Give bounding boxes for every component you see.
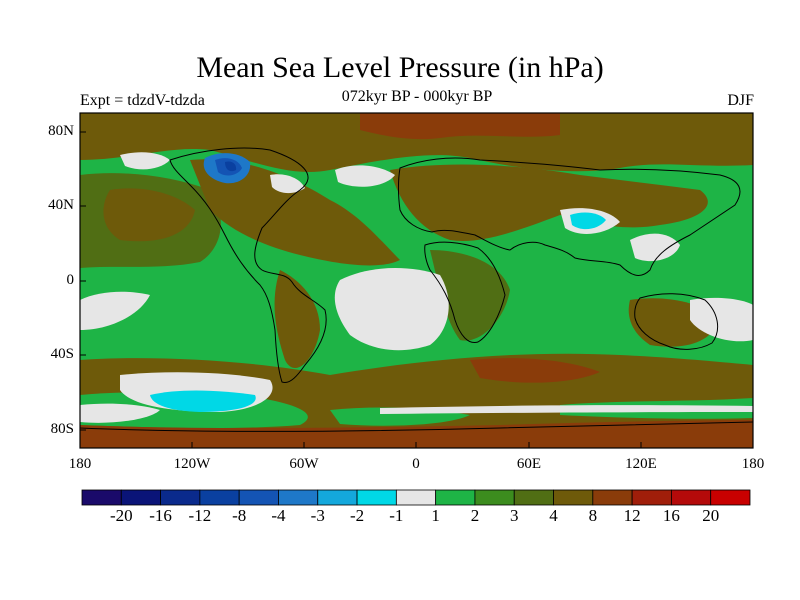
colorbar-label: 20 (702, 506, 720, 525)
colorbar (81, 489, 751, 506)
colorbar-label: -12 (188, 506, 212, 525)
lat-tick-80s: 80S (50, 421, 74, 437)
pressure-field (80, 113, 753, 448)
colorbar-swatch (474, 489, 515, 506)
colorbar-label: -3 (310, 506, 325, 525)
lon-tick-60w: 60W (289, 456, 319, 472)
colorbar-swatch (81, 489, 122, 506)
colorbar-swatch (356, 489, 397, 506)
colorbar-swatch (317, 489, 358, 506)
colorbar-label: 16 (662, 506, 680, 525)
colorbar-label: 2 (470, 506, 480, 525)
colorbar-label: -16 (149, 506, 172, 525)
colorbar-swatch (435, 489, 476, 506)
colorbar-swatch (278, 489, 319, 506)
colorbar-swatch (120, 489, 161, 506)
colorbar-label: -4 (271, 506, 286, 525)
lat-tick-80n: 80N (48, 123, 74, 139)
colorbar-label: -2 (349, 506, 365, 525)
lon-tick-180e: 180 (741, 456, 765, 472)
lat-tick-40n: 40N (48, 197, 74, 213)
lon-tick-60e: 60E (516, 456, 542, 472)
lon-tick-180w: 180 (68, 456, 92, 472)
colorbar-label: 12 (623, 506, 641, 525)
coastlines (80, 147, 753, 432)
colorbar-swatch (160, 489, 201, 506)
colorbar-swatch (710, 489, 751, 506)
lon-tick-120e: 120E (625, 456, 657, 472)
season-label: DJF (727, 92, 754, 109)
lat-tick-0: 0 (66, 272, 75, 288)
colorbar-label: 1 (431, 506, 440, 525)
map-title: Mean Sea Level Pressure (in hPa) (196, 51, 604, 84)
colorbar-label: 3 (509, 506, 519, 525)
experiment-label: Expt = tdzdV-tdzda (80, 92, 205, 109)
colorbar-label: 4 (549, 506, 558, 525)
colorbar-label: 8 (588, 506, 598, 525)
colorbar-swatch (592, 489, 633, 506)
lat-tick-40s: 40S (50, 346, 74, 362)
colorbar-label: -20 (109, 506, 133, 525)
lon-tick-0: 0 (412, 456, 420, 472)
colorbar-swatch (671, 489, 712, 506)
colorbar-label: -1 (389, 506, 404, 525)
colorbar-swatch (553, 489, 594, 506)
colorbar-swatch (199, 489, 240, 506)
colorbar-label: -8 (232, 506, 247, 525)
colorbar-swatch (513, 489, 554, 506)
colorbar-swatch (395, 489, 437, 506)
colorbar-swatch (238, 489, 279, 506)
lon-tick-120w: 120W (173, 456, 211, 472)
colorbar-swatch (631, 489, 672, 506)
time-period-label: 072kyr BP - 000kyr BP (341, 88, 493, 105)
